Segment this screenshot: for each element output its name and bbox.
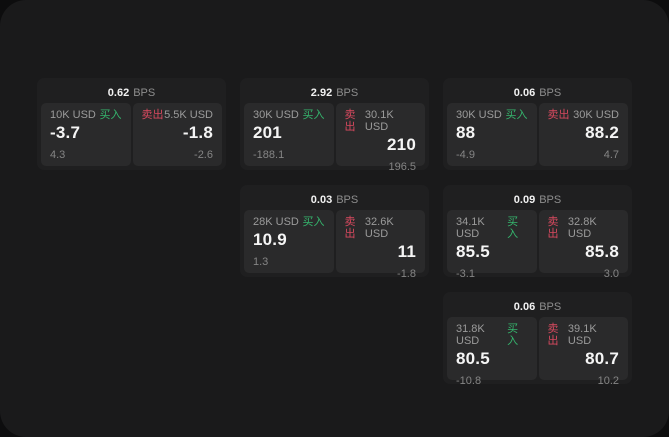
spread-unit-label: BPS [539,86,562,99]
spread-unit-label: BPS [539,193,562,206]
sell-notional: 30.1K USD [364,109,394,133]
sell-notional: 32.8K USD [567,216,597,240]
sell-tile[interactable]: 卖出 30K USD 88.2 4.7 [538,103,628,166]
sell-price: 11 [397,242,416,261]
quote-card: 0.06 BPS 30K USD 买入 88 -4.9 卖出 30K USD [443,78,632,170]
sell-tag: 卖出 [141,109,164,121]
spread-header: 0.03 BPS [244,189,425,210]
sell-price: -1.8 [182,123,213,142]
sell-change: -2.6 [194,149,213,161]
sell-tile[interactable]: 卖出 32.8K USD 85.8 3.0 [538,210,628,280]
buy-tile[interactable]: 28K USD 买入 10.9 1.3 [244,210,334,273]
spread-value: 0.62 [107,86,130,99]
spread-value: 0.09 [513,193,536,206]
buy-tag: 买入 [507,216,519,240]
buy-tag: 买入 [505,109,528,121]
sell-tag: 卖出 [344,216,356,240]
buy-change: -10.8 [456,375,482,387]
buy-tile[interactable]: 10K USD 买入 -3.7 4.3 [41,103,131,166]
sell-tile[interactable]: 卖出 32.6K USD 11 -1.8 [335,210,425,280]
buy-tile[interactable]: 34.1K USD 买入 85.5 -3.1 [447,210,537,280]
sell-tile[interactable]: 卖出 5.5K USD -1.8 -2.6 [132,103,222,166]
spread-value: 0.03 [310,193,333,206]
sell-tile[interactable]: 卖出 30.1K USD 210 196.5 [335,103,425,173]
sell-price: 85.8 [585,242,619,261]
buy-tag: 买入 [507,323,519,347]
sell-change: 10.2 [597,375,619,387]
quote-card: 0.06 BPS 31.8K USD 买入 80.5 -10.8 卖出 39.1… [443,292,632,387]
sell-notional: 39.1K USD [567,323,597,347]
sell-price: 210 [387,135,416,154]
sell-change: 4.7 [603,149,619,161]
buy-change: -4.9 [456,149,475,161]
sell-tag: 卖出 [547,216,559,240]
sell-change: 3.0 [603,268,619,280]
buy-price: 80.5 [456,349,490,368]
buy-tag: 买入 [99,109,122,121]
buy-price: 88 [456,123,476,142]
quote-card: 0.03 BPS 28K USD 买入 10.9 1.3 卖出 32.6K US… [240,185,429,280]
sell-notional: 32.6K USD [364,216,394,240]
buy-tag: 买入 [302,216,325,228]
buy-tile[interactable]: 30K USD 买入 88 -4.9 [447,103,537,166]
quote-card-grid: 0.62 BPS 10K USD 买入 -3.7 4.3 卖出 5.5K USD [37,78,632,387]
buy-price: -3.7 [50,123,81,142]
sell-price: 88.2 [585,123,619,142]
sell-tag: 卖出 [547,109,570,121]
sell-change: 196.5 [388,161,416,173]
buy-change: -3.1 [456,268,475,280]
quote-card: 0.62 BPS 10K USD 买入 -3.7 4.3 卖出 5.5K USD [37,78,226,170]
spread-value: 2.92 [310,86,333,99]
sell-change: -1.8 [397,268,416,280]
buy-change: 1.3 [253,256,269,268]
buy-tile[interactable]: 31.8K USD 买入 80.5 -10.8 [447,317,537,387]
spread-header: 0.62 BPS [41,82,222,103]
buy-tag: 买入 [302,109,325,121]
buy-price: 85.5 [456,242,490,261]
buy-notional: 34.1K USD [456,216,485,240]
spread-unit-label: BPS [336,86,359,99]
buy-notional: 31.8K USD [456,323,485,347]
buy-price: 201 [253,123,282,142]
sell-notional: 30K USD [573,109,619,121]
quote-card: 2.92 BPS 30K USD 买入 201 -188.1 卖出 30.1K … [240,78,429,173]
sell-tile[interactable]: 卖出 39.1K USD 80.7 10.2 [538,317,628,387]
spread-unit-label: BPS [539,300,562,313]
sell-tag: 卖出 [547,323,559,347]
sell-tag: 卖出 [344,109,356,133]
spread-value: 0.06 [513,86,536,99]
buy-notional: 10K USD [50,109,96,121]
buy-change: -188.1 [253,149,285,161]
spread-header: 0.06 BPS [447,296,628,317]
buy-change: 4.3 [50,149,66,161]
buy-price: 10.9 [253,230,287,249]
quote-card: 0.09 BPS 34.1K USD 买入 85.5 -3.1 卖出 32.8K… [443,185,632,280]
spread-unit-label: BPS [133,86,156,99]
sell-notional: 5.5K USD [164,109,213,121]
buy-tile[interactable]: 30K USD 买入 201 -188.1 [244,103,334,166]
spread-unit-label: BPS [336,193,359,206]
spread-header: 2.92 BPS [244,82,425,103]
spread-value: 0.06 [513,300,536,313]
spread-header: 0.09 BPS [447,189,628,210]
spread-header: 0.06 BPS [447,82,628,103]
buy-notional: 30K USD [253,109,299,121]
buy-notional: 28K USD [253,216,299,228]
buy-notional: 30K USD [456,109,502,121]
sell-price: 80.7 [585,349,619,368]
